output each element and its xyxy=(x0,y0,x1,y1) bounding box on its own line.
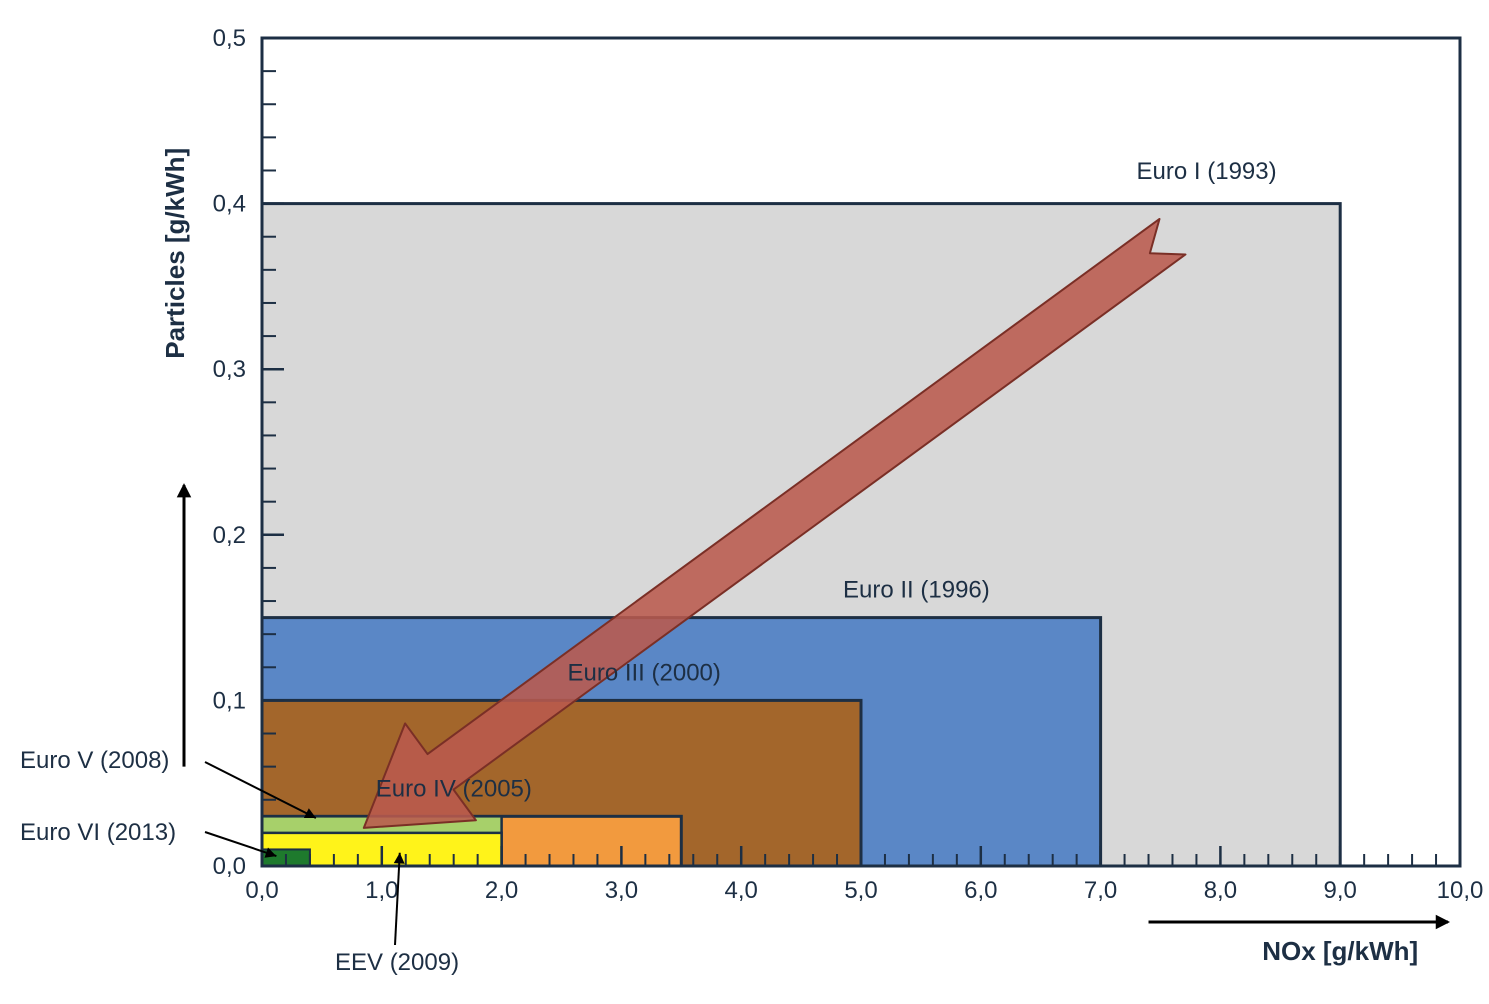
y-tick-label: 0,4 xyxy=(213,191,246,218)
x-tick-label: 7,0 xyxy=(1084,877,1117,904)
x-tick-label: 1,0 xyxy=(365,877,398,904)
region-label-euro2: Euro II (1996) xyxy=(843,577,990,604)
region-label-euro4: Euro IV (2005) xyxy=(376,775,532,802)
x-tick-label: 4,0 xyxy=(725,877,758,904)
region-label-euro6: Euro VI (2013) xyxy=(20,819,176,846)
x-tick-label: 3,0 xyxy=(605,877,638,904)
x-tick-label: 8,0 xyxy=(1204,877,1237,904)
x-tick-label: 10,0 xyxy=(1437,877,1484,904)
y-tick-label: 0,5 xyxy=(213,25,246,52)
region-label-eev: EEV (2009) xyxy=(335,949,459,976)
y-tick-label: 0,2 xyxy=(213,522,246,549)
x-tick-label: 0,0 xyxy=(245,877,278,904)
x-tick-label: 5,0 xyxy=(844,877,877,904)
x-tick-label: 6,0 xyxy=(964,877,997,904)
y-tick-label: 0,3 xyxy=(213,356,246,383)
region-label-euro3: Euro III (2000) xyxy=(567,660,720,687)
region-label-euro5: Euro V (2008) xyxy=(20,747,169,774)
y-axis-label: Particles [g/kWh] xyxy=(160,148,190,359)
y-tick-label: 0,0 xyxy=(213,853,246,880)
x-tick-label: 2,0 xyxy=(485,877,518,904)
emission-standards-chart: 0,0 0,1 0,2 0,3 0,4 0,5 0,0 1,0 2,0 3,0 4,0 5,0 6,0 7… xyxy=(0,0,1489,1004)
x-tick-label: 9,0 xyxy=(1324,877,1357,904)
y-tick-label: 0,1 xyxy=(213,687,246,714)
x-axis-label: NOx [g/kWh] xyxy=(1262,936,1418,966)
region-label-euro1: Euro I (1993) xyxy=(1137,158,1277,185)
